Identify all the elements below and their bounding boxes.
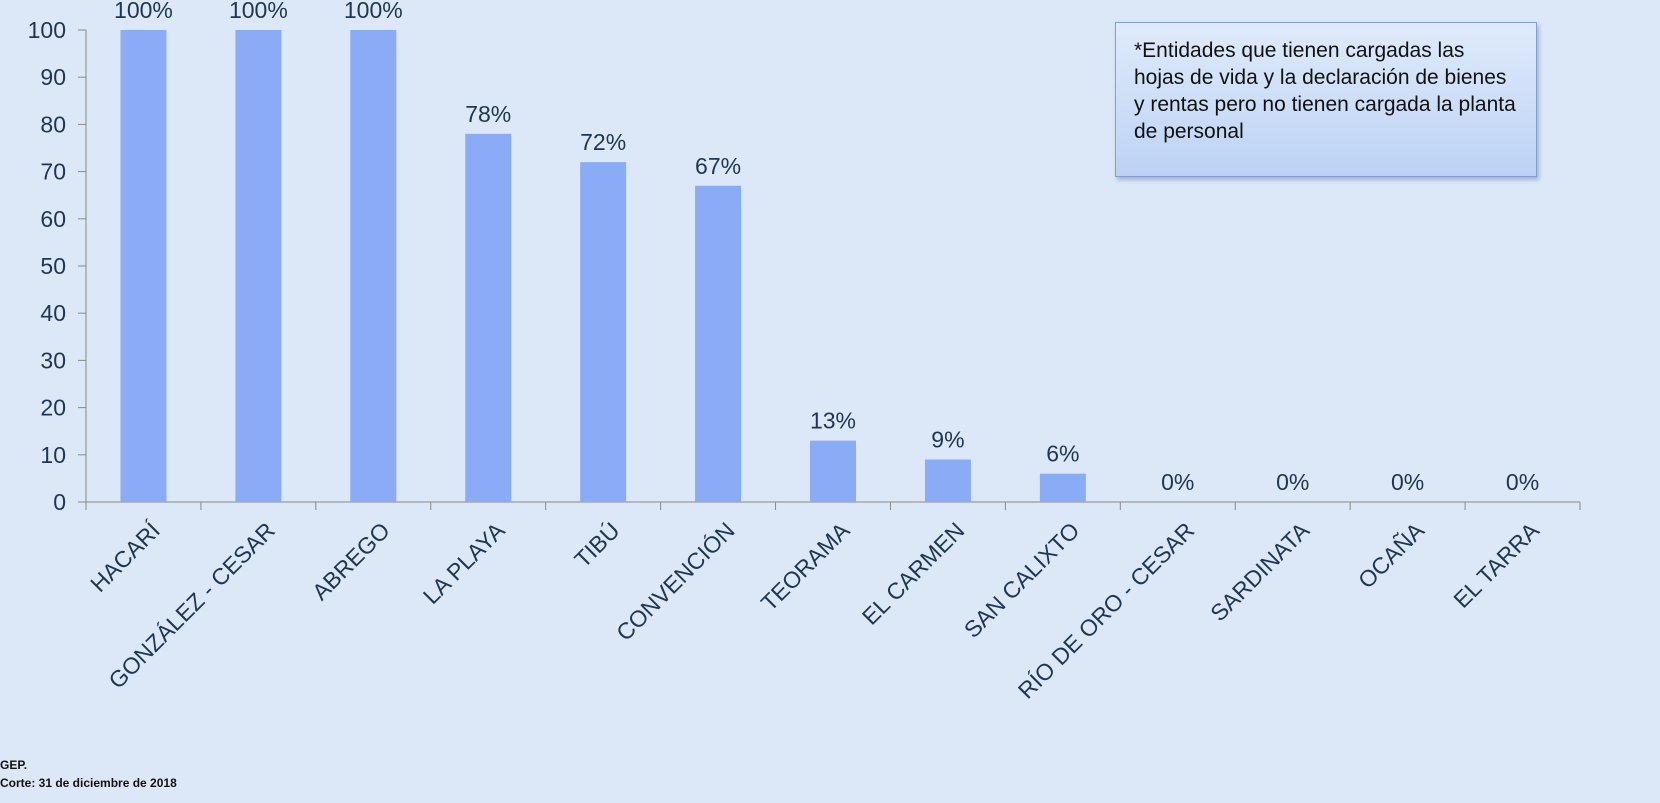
annotation-note: *Entidades que tienen cargadas las hojas… — [1115, 22, 1537, 177]
data-label: 0% — [1161, 469, 1194, 495]
bar — [350, 30, 397, 502]
y-tick-label: 30 — [40, 347, 66, 373]
data-label: 9% — [931, 427, 964, 453]
x-category-label: CONVENCIÓN — [611, 517, 740, 646]
y-tick-label: 100 — [28, 17, 66, 43]
cutoff-date-label: Corte: 31 de diciembre de 2018 — [0, 776, 177, 790]
x-category-label: EL TARRA — [1448, 517, 1544, 613]
data-label: 0% — [1276, 469, 1309, 495]
x-category-label: SARDINATA — [1205, 517, 1315, 627]
x-category-label: EL CARMEN — [857, 517, 970, 630]
data-label: 100% — [229, 0, 288, 23]
y-tick-label: 50 — [40, 253, 66, 279]
x-category-label: TEORAMA — [756, 517, 855, 616]
x-category-label: HACARÍ — [85, 517, 165, 597]
data-label: 6% — [1046, 441, 1079, 467]
data-label: 0% — [1391, 469, 1424, 495]
y-tick-label: 60 — [40, 206, 66, 232]
data-label: 72% — [580, 129, 626, 155]
data-label: 100% — [114, 0, 173, 23]
x-category-label: LA PLAYA — [418, 517, 510, 609]
bar — [1039, 473, 1086, 502]
data-label: 78% — [465, 101, 511, 127]
y-tick-label: 70 — [40, 159, 66, 185]
y-tick-label: 80 — [40, 111, 66, 137]
y-tick-label: 20 — [40, 395, 66, 421]
data-label: 100% — [344, 0, 403, 23]
data-label: 67% — [695, 153, 741, 179]
data-label: 0% — [1506, 469, 1539, 495]
y-tick-label: 10 — [40, 442, 66, 468]
x-category-label: TIBÚ — [569, 517, 624, 572]
y-tick-label: 90 — [40, 64, 66, 90]
data-label: 13% — [810, 408, 856, 434]
x-category-label: SAN CALIXTO — [959, 517, 1085, 643]
bar — [810, 440, 856, 502]
bar — [235, 30, 282, 502]
bar — [120, 30, 167, 502]
x-category-label: ABREGO — [307, 517, 395, 605]
x-category-label: OCAÑA — [1353, 517, 1430, 594]
bar — [580, 162, 627, 502]
bar — [465, 133, 512, 502]
bar — [695, 185, 742, 502]
y-tick-label: 0 — [53, 489, 66, 515]
source-label: GEP. — [0, 758, 28, 772]
y-tick-label: 40 — [40, 300, 66, 326]
bar — [924, 459, 971, 502]
